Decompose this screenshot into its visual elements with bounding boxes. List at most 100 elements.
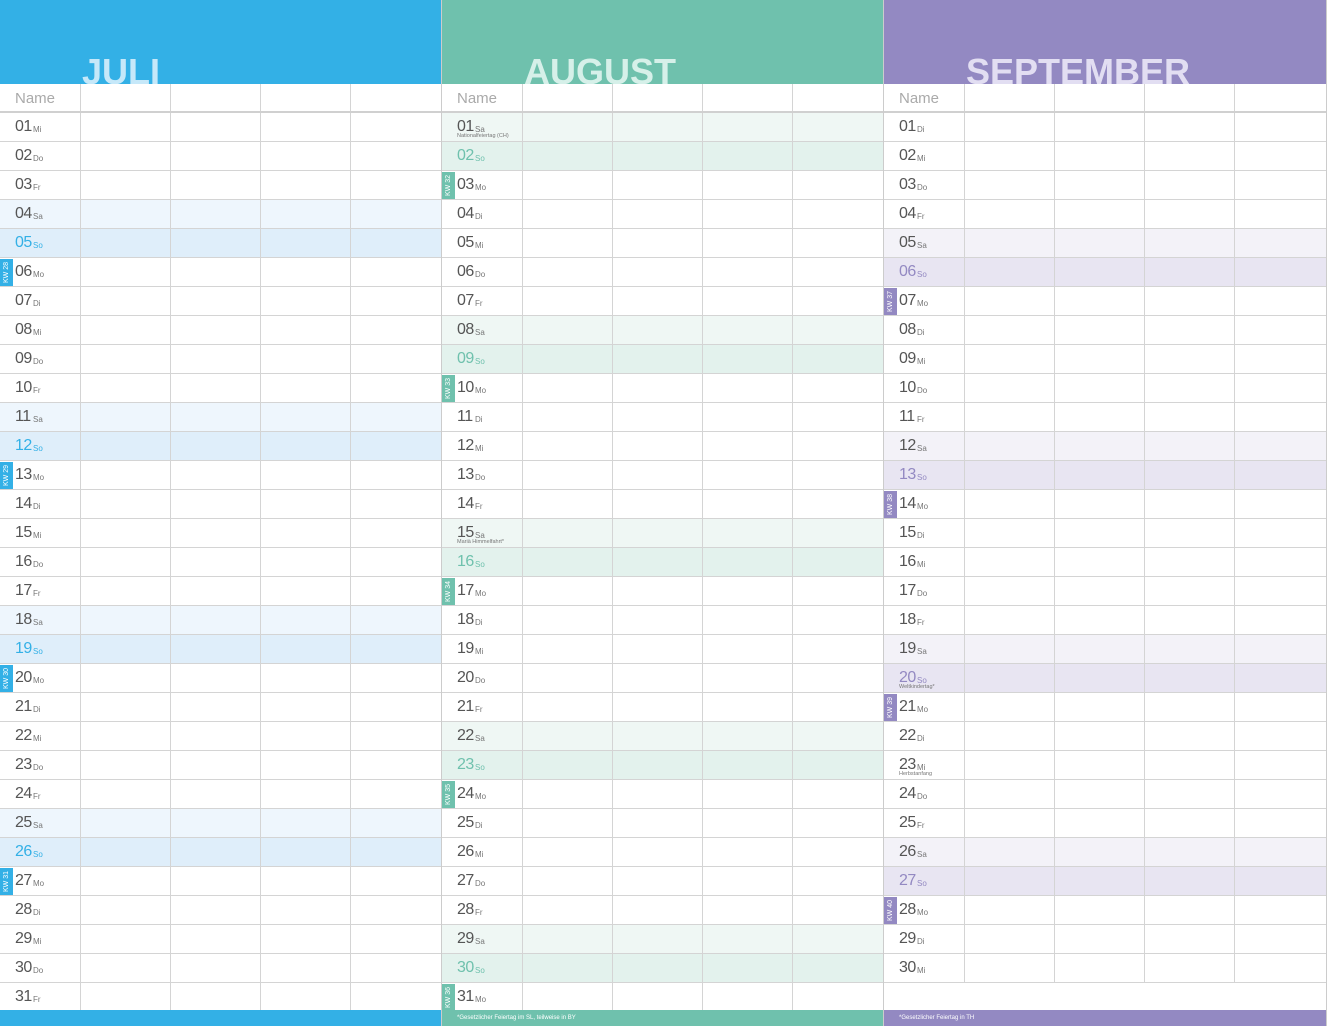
entry-cell[interactable] [703, 374, 793, 402]
name-cell[interactable] [703, 84, 793, 111]
entry-cell[interactable] [523, 432, 613, 460]
entry-cell[interactable] [1145, 345, 1235, 373]
entry-cell[interactable] [965, 867, 1055, 895]
entry-cell[interactable] [351, 229, 441, 257]
entry-cell[interactable] [81, 171, 171, 199]
entry-cell[interactable] [1055, 809, 1145, 837]
entry-cell[interactable] [1055, 954, 1145, 982]
name-cell[interactable] [171, 84, 261, 111]
entry-cell[interactable] [703, 519, 793, 547]
entry-cell[interactable] [793, 258, 883, 286]
entry-cell[interactable] [81, 490, 171, 518]
entry-cell[interactable] [793, 403, 883, 431]
entry-cell[interactable] [523, 664, 613, 692]
entry-cell[interactable] [351, 896, 441, 924]
entry-cell[interactable] [703, 838, 793, 866]
entry-cell[interactable] [703, 142, 793, 170]
entry-cell[interactable] [261, 577, 351, 605]
entry-cell[interactable] [261, 548, 351, 576]
entry-cell[interactable] [81, 403, 171, 431]
entry-cell[interactable] [171, 432, 261, 460]
entry-cell[interactable] [523, 316, 613, 344]
entry-cell[interactable] [523, 635, 613, 663]
entry-cell[interactable] [793, 345, 883, 373]
entry-cell[interactable] [613, 519, 703, 547]
entry-cell[interactable] [703, 432, 793, 460]
entry-cell[interactable] [261, 200, 351, 228]
entry-cell[interactable] [171, 693, 261, 721]
entry-cell[interactable] [1055, 142, 1145, 170]
entry-cell[interactable] [1235, 287, 1326, 315]
entry-cell[interactable] [1055, 113, 1145, 141]
entry-cell[interactable] [793, 722, 883, 750]
entry-cell[interactable] [613, 954, 703, 982]
entry-cell[interactable] [261, 258, 351, 286]
entry-cell[interactable] [965, 374, 1055, 402]
entry-cell[interactable] [1055, 490, 1145, 518]
entry-cell[interactable] [703, 954, 793, 982]
entry-cell[interactable] [261, 142, 351, 170]
entry-cell[interactable] [81, 780, 171, 808]
entry-cell[interactable] [171, 229, 261, 257]
entry-cell[interactable] [171, 577, 261, 605]
entry-cell[interactable] [1055, 316, 1145, 344]
entry-cell[interactable] [171, 954, 261, 982]
entry-cell[interactable] [613, 432, 703, 460]
entry-cell[interactable] [523, 548, 613, 576]
entry-cell[interactable] [613, 664, 703, 692]
entry-cell[interactable] [1235, 374, 1326, 402]
entry-cell[interactable] [81, 954, 171, 982]
entry-cell[interactable] [793, 432, 883, 460]
name-cell[interactable] [1235, 84, 1326, 111]
entry-cell[interactable] [171, 519, 261, 547]
entry-cell[interactable] [1145, 316, 1235, 344]
entry-cell[interactable] [613, 113, 703, 141]
entry-cell[interactable] [523, 171, 613, 199]
entry-cell[interactable] [965, 229, 1055, 257]
entry-cell[interactable] [523, 200, 613, 228]
entry-cell[interactable] [965, 954, 1055, 982]
entry-cell[interactable] [613, 171, 703, 199]
entry-cell[interactable] [171, 113, 261, 141]
entry-cell[interactable] [81, 432, 171, 460]
entry-cell[interactable] [351, 113, 441, 141]
entry-cell[interactable] [793, 838, 883, 866]
entry-cell[interactable] [81, 664, 171, 692]
entry-cell[interactable] [703, 983, 793, 1011]
entry-cell[interactable] [171, 838, 261, 866]
entry-cell[interactable] [261, 693, 351, 721]
entry-cell[interactable] [351, 577, 441, 605]
entry-cell[interactable] [351, 954, 441, 982]
entry-cell[interactable] [261, 345, 351, 373]
name-cell[interactable] [1055, 84, 1145, 111]
entry-cell[interactable] [965, 461, 1055, 489]
entry-cell[interactable] [793, 113, 883, 141]
entry-cell[interactable] [81, 606, 171, 634]
entry-cell[interactable] [81, 809, 171, 837]
entry-cell[interactable] [523, 461, 613, 489]
entry-cell[interactable] [965, 693, 1055, 721]
entry-cell[interactable] [523, 519, 613, 547]
entry-cell[interactable] [261, 780, 351, 808]
entry-cell[interactable] [1145, 751, 1235, 779]
entry-cell[interactable] [81, 142, 171, 170]
entry-cell[interactable] [613, 838, 703, 866]
entry-cell[interactable] [261, 867, 351, 895]
entry-cell[interactable] [1235, 635, 1326, 663]
entry-cell[interactable] [1235, 490, 1326, 518]
entry-cell[interactable] [793, 461, 883, 489]
entry-cell[interactable] [351, 490, 441, 518]
entry-cell[interactable] [81, 374, 171, 402]
entry-cell[interactable] [1145, 490, 1235, 518]
entry-cell[interactable] [703, 751, 793, 779]
entry-cell[interactable] [351, 925, 441, 953]
entry-cell[interactable] [613, 229, 703, 257]
entry-cell[interactable] [351, 983, 441, 1011]
entry-cell[interactable] [171, 606, 261, 634]
entry-cell[interactable] [351, 345, 441, 373]
entry-cell[interactable] [1235, 606, 1326, 634]
entry-cell[interactable] [1145, 896, 1235, 924]
entry-cell[interactable] [1145, 635, 1235, 663]
entry-cell[interactable] [261, 983, 351, 1011]
entry-cell[interactable] [81, 316, 171, 344]
